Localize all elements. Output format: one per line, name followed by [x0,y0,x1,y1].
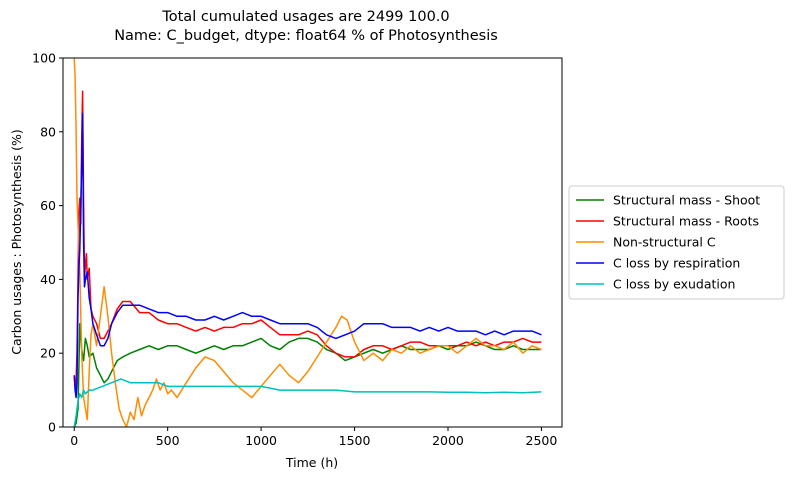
series-line-3 [73,58,542,427]
x-axis-label: Time (h) [285,455,338,470]
series-line-2 [73,90,542,391]
x-tick-label: 2000 [432,433,464,448]
x-axis: 0 500 1000 1500 2000 2500 [70,427,557,448]
legend-label-3: Non-structural C [613,235,716,250]
y-tick-label: 100 [32,51,56,66]
x-tick-label: 1500 [339,433,371,448]
series-line-4 [73,112,542,399]
legend-label-4: C loss by respiration [613,256,740,271]
chart-title-line-1: Total cumulated usages are 2499 100.0 [161,9,449,25]
y-tick-label: 40 [40,272,56,287]
series-line-5 [73,378,542,427]
legend-label-2: Structural mass - Roots [613,214,759,229]
y-axis: 0 20 40 60 80 100 [32,51,63,435]
x-tick-label: 0 [70,433,78,448]
chart-title-line-2: Name: C_budget, dtype: float64 % of Phot… [114,28,498,44]
legend-label-1: Structural mass - Shoot [613,193,760,208]
y-tick-label: 60 [40,198,56,213]
legend-label-5: C loss by exudation [613,277,735,292]
legend-frame [568,185,785,300]
y-axis-label: Carbon usages : Photosynthesis (%) [9,129,24,355]
x-tick-label: 500 [156,433,180,448]
y-tick-label: 20 [40,346,56,361]
series-layer [73,58,542,427]
y-tick-label: 0 [48,420,56,435]
x-tick-label: 1000 [245,433,277,448]
legend: Structural mass - Shoot Structural mass -… [568,185,785,300]
x-tick-label: 2500 [526,433,558,448]
series-line-1 [73,322,542,427]
y-tick-label: 80 [40,124,56,139]
plot-frame [62,57,563,428]
chart-titles: Total cumulated usages are 2499 100.0 Na… [114,9,498,44]
